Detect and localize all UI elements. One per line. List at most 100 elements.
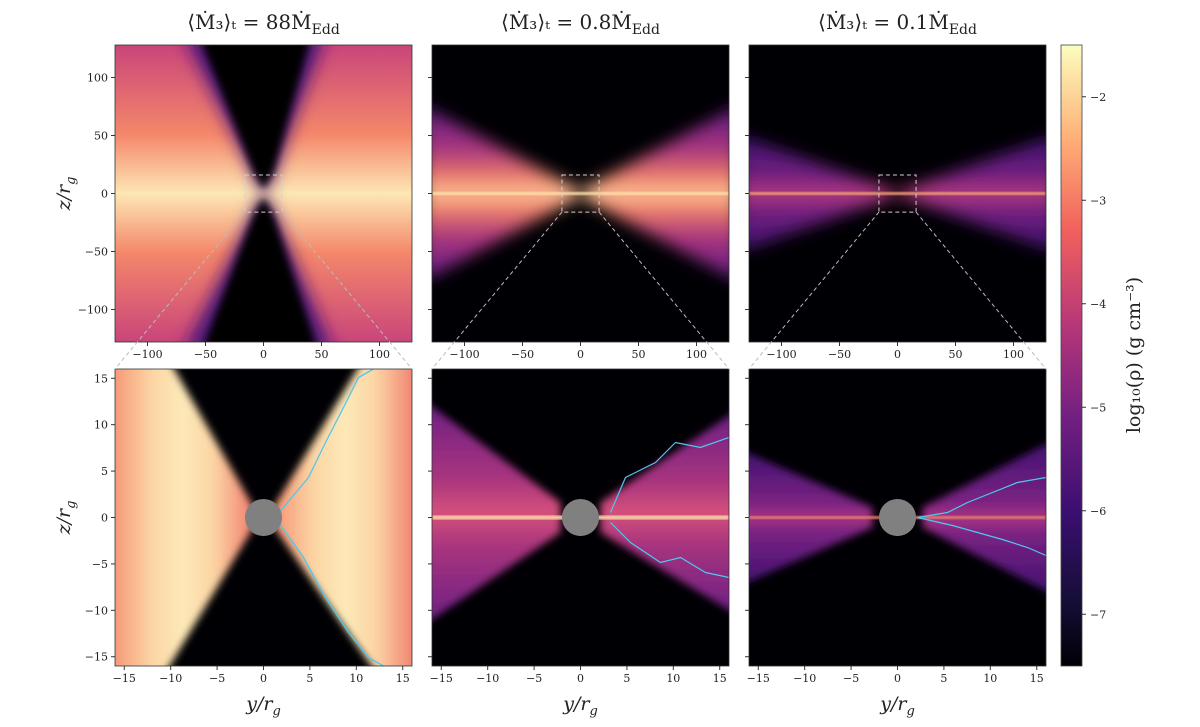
y-tick-label: 0 — [101, 188, 108, 201]
x-tick-label: 50 — [949, 348, 963, 361]
x-tick-label: 10 — [983, 672, 997, 685]
x-tick-label: 100 — [686, 348, 707, 361]
x-tick-label: 5 — [306, 672, 313, 685]
funnel-bottom — [205, 197, 316, 342]
disk-region — [267, 369, 412, 666]
colorbar-tick-label: −3 — [1090, 194, 1106, 207]
density-image — [115, 45, 412, 342]
x-tick-label: −10 — [476, 672, 499, 685]
panel-top-3: −100 −50 0 50 100 ⟨Ṁ₃⟩ₜ = 0.1ṀEdd — [745, 10, 1047, 361]
colorbar: −2 −3 −4 −5 −6 −7 log₁₀(ρ) (g cm⁻³) — [1060, 44, 1145, 667]
x-tick-label: −5 — [209, 672, 225, 685]
x-axis-label: y/rg — [245, 693, 281, 719]
zoom-connector — [281, 211, 413, 370]
x-axis-label-subscript: g — [906, 704, 914, 719]
black-hole — [878, 498, 917, 537]
y-tick-label: 15 — [94, 372, 108, 385]
zoom-connector — [431, 211, 563, 370]
x-tick-label: −100 — [449, 348, 479, 361]
y-axis-label-subscript: g — [64, 177, 79, 185]
x-tick-label: 50 — [632, 348, 646, 361]
y-tick-label: 50 — [94, 129, 108, 142]
density-image — [749, 45, 1046, 342]
x-tick-label: 50 — [315, 348, 329, 361]
x-tick-label: 0 — [577, 348, 584, 361]
zoom-box — [878, 174, 917, 213]
disk-region — [432, 406, 561, 620]
zoom-connector — [598, 211, 730, 370]
density-image — [749, 369, 1046, 666]
y-tick-label: −50 — [85, 246, 108, 259]
x-axis-label: y/rg — [879, 693, 915, 719]
contour-line — [610, 522, 729, 579]
x-tick-label: −50 — [511, 348, 534, 361]
x-tick-label: −10 — [159, 672, 182, 685]
x-tick-label: −5 — [526, 672, 542, 685]
y-axis-label: z/rg — [53, 501, 79, 536]
x-tick-label: 15 — [396, 672, 410, 685]
colorbar-tick-label: −4 — [1090, 298, 1106, 311]
x-tick-label: −15 — [113, 672, 136, 685]
zoom-connector — [748, 211, 880, 370]
contour-line — [276, 520, 384, 666]
y-axis-label-main: z/r — [53, 183, 75, 211]
panel-title-main: ⟨Ṁ₃⟩ₜ = 0.1Ṁ — [818, 10, 949, 34]
black-hole — [561, 498, 600, 537]
x-tick-label: 15 — [1030, 672, 1044, 685]
panel-title: ⟨Ṁ₃⟩ₜ = 88ṀEdd — [187, 10, 340, 38]
y-tick-label: 10 — [94, 419, 108, 432]
x-tick-label: −100 — [766, 348, 796, 361]
zoom-connector — [114, 211, 246, 370]
panel-title-main: ⟨Ṁ₃⟩ₜ = 88Ṁ — [187, 10, 311, 34]
y-tick-label: 100 — [87, 71, 108, 84]
x-tick-label: 0 — [894, 672, 901, 685]
colorbar-tick-label: −7 — [1090, 608, 1106, 621]
contour-line — [917, 476, 1046, 519]
panel-top-2: −100 −50 0 50 100 ⟨Ṁ₃⟩ₜ = 0.8ṀEdd — [428, 10, 730, 361]
y-axis-label-main: z/r — [53, 507, 75, 535]
contour-line — [609, 436, 729, 513]
colorbar-tick-label: −2 — [1090, 91, 1106, 104]
x-tick-label: 0 — [894, 348, 901, 361]
x-tick-label: −15 — [430, 672, 453, 685]
x-tick-label: −100 — [132, 348, 162, 361]
x-tick-label: 15 — [713, 672, 727, 685]
panel-title-subscript: Edd — [632, 22, 660, 38]
colorbar-tick-label: −5 — [1090, 401, 1106, 414]
x-axis-label-subscript: g — [589, 704, 597, 719]
panel-bottom-3: −15 −10 −5 0 5 10 15 y/rg — [745, 368, 1047, 719]
panel-title-subscript: Edd — [949, 22, 977, 38]
disk-region — [115, 369, 260, 666]
x-tick-label: 10 — [666, 672, 680, 685]
y-axis-label-subscript: g — [64, 501, 79, 509]
zoom-box — [244, 174, 283, 213]
colorbar-label: log₁₀(ρ) (g cm⁻³) — [1123, 277, 1145, 433]
black-hole — [244, 498, 283, 537]
colorbar-tick-label: −6 — [1090, 505, 1106, 518]
x-axis-label: y/rg — [562, 693, 598, 719]
x-axis-label-main: y/r — [879, 693, 908, 715]
x-axis-label-main: y/r — [562, 693, 591, 715]
zoom-box — [561, 174, 600, 213]
x-tick-label: −15 — [747, 672, 770, 685]
y-tick-label: −15 — [85, 651, 108, 664]
panel-title: ⟨Ṁ₃⟩ₜ = 0.8ṀEdd — [501, 10, 660, 38]
panel-bottom-2: −15 −10 −5 0 5 10 15 y/rg — [428, 368, 730, 719]
colorbar-gradient — [1060, 44, 1083, 667]
x-tick-label: −10 — [793, 672, 816, 685]
panel-title: ⟨Ṁ₃⟩ₜ = 0.1ṀEdd — [818, 10, 977, 38]
y-tick-label: 5 — [101, 465, 108, 478]
x-tick-label: 0 — [260, 672, 267, 685]
x-tick-label: 5 — [940, 672, 947, 685]
y-axis-label: z/rg — [53, 177, 79, 212]
zoom-connector — [915, 211, 1047, 370]
x-tick-label: 0 — [577, 672, 584, 685]
x-tick-label: 100 — [369, 348, 390, 361]
x-tick-label: 0 — [260, 348, 267, 361]
funnel-top — [202, 45, 309, 190]
panel-top-1: −100 −50 0 50 100 −100 −50 0 50 100 ⟨Ṁ₃⟩ₜ = 88ṀEdd… — [53, 10, 413, 361]
density-image — [432, 45, 729, 342]
y-tick-label: −5 — [92, 558, 108, 571]
x-axis-label-subscript: g — [272, 704, 280, 719]
